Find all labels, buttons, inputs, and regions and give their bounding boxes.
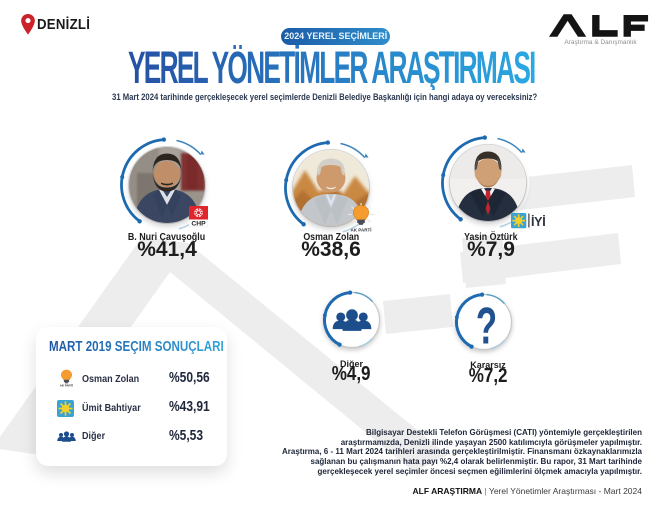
svg-text:CHP: CHP xyxy=(191,220,206,226)
svg-text:AK PARTİ: AK PARTİ xyxy=(60,383,74,387)
svg-text:?: ? xyxy=(476,297,497,354)
svg-text:AK PARTİ: AK PARTİ xyxy=(351,227,372,233)
svg-text:İYİ: İYİ xyxy=(531,213,545,228)
